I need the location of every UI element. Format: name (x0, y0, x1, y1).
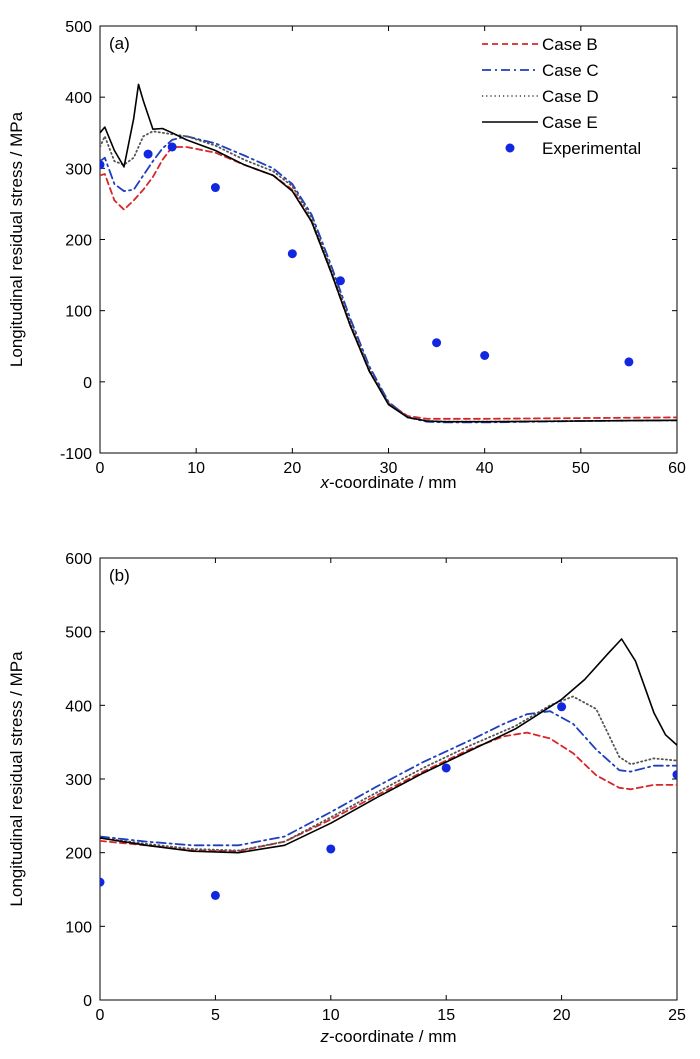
x-axis-label: z-coordinate / mm (319, 1027, 456, 1046)
x-axis-label-text: -coordinate / mm (329, 473, 457, 492)
x-tick-label: 50 (572, 460, 590, 477)
x-tick-label: 20 (553, 1007, 571, 1024)
legend-label: Case B (542, 35, 598, 54)
plot-frame (99, 557, 678, 1001)
panel-label: (b) (109, 566, 130, 585)
data-point (100, 160, 105, 170)
data-point (335, 276, 345, 286)
x-tick-label: 40 (476, 460, 494, 477)
y-tick-label: 500 (65, 19, 92, 36)
plot-area (100, 83, 677, 424)
panel-label: (a) (109, 34, 130, 53)
legend-label: Experimental (542, 139, 641, 158)
series-case-d-line (100, 695, 677, 852)
data-point (143, 149, 153, 159)
data-point (167, 142, 177, 152)
y-tick-label: 0 (83, 993, 92, 1010)
x-axis-label-variable: x (319, 473, 329, 492)
x-tick-label: 20 (283, 460, 301, 477)
y-tick-label: 400 (65, 90, 92, 107)
data-point (624, 357, 634, 367)
data-point (287, 249, 297, 259)
data-point (100, 877, 105, 887)
x-axis-label-variable: z (319, 1027, 329, 1046)
series-case-c-line (100, 135, 677, 424)
x-axis-label: x-coordinate / mm (319, 473, 456, 492)
chart-panel-b: 0 5 10 15 20 25 0 100 200 300 400 500 600 z-coordinat… (7, 551, 686, 1046)
y-axis-label: Longitudinal residual stress / MPa (7, 651, 26, 907)
data-point (441, 763, 451, 773)
x-axis-label-text: -coordinate / mm (329, 1027, 457, 1046)
x-tick-label: 60 (668, 460, 686, 477)
series-case-e-line (100, 83, 677, 423)
x-tick-label: 10 (322, 1007, 340, 1024)
data-point (557, 702, 567, 712)
data-point (432, 338, 442, 348)
legend-label: Case D (542, 87, 599, 106)
series-experimental (100, 142, 634, 367)
x-tick-label: 5 (211, 1007, 220, 1024)
chart-panel-a: 0 10 20 30 40 50 60-1000100200300400500x-coord… (7, 19, 686, 492)
legend-marker (505, 143, 515, 153)
y-tick-label: -100 (60, 446, 92, 463)
y-tick-label: 200 (65, 233, 92, 250)
series-experimental (100, 702, 677, 900)
x-tick-label: 10 (187, 460, 205, 477)
plot-area (100, 638, 677, 900)
y-tick-label: 300 (65, 772, 92, 789)
y-tick-label: 0 (83, 375, 92, 392)
data-point (672, 770, 677, 780)
y-tick-label: 200 (65, 846, 92, 863)
y-tick-label: 400 (65, 698, 92, 715)
legend-label: Case E (542, 113, 598, 132)
y-tick-label: 100 (65, 304, 92, 321)
x-tick-label: 0 (96, 460, 105, 477)
x-tick-label: 25 (668, 1007, 686, 1024)
x-tick-label: 0 (96, 1007, 105, 1024)
x-tick-label: 15 (437, 1007, 455, 1024)
data-point (480, 351, 490, 361)
series-case-c-line (100, 710, 677, 847)
y-tick-label: 500 (65, 625, 92, 642)
series-case-e-line (100, 638, 677, 854)
legend-label: Case C (542, 61, 599, 80)
data-point (210, 183, 220, 193)
y-tick-label: 100 (65, 919, 92, 936)
x-tick-label: 30 (380, 460, 398, 477)
series-case-d-line (100, 130, 677, 423)
data-point (326, 844, 336, 854)
y-tick-label: 600 (65, 551, 92, 568)
y-tick-label: 300 (65, 161, 92, 178)
series-case-b-line (100, 146, 677, 420)
y-axis-label: Longitudinal residual stress / MPa (7, 111, 26, 367)
data-point (210, 890, 220, 900)
legend: Case B Case C Case D Case E Experimental (482, 35, 641, 158)
